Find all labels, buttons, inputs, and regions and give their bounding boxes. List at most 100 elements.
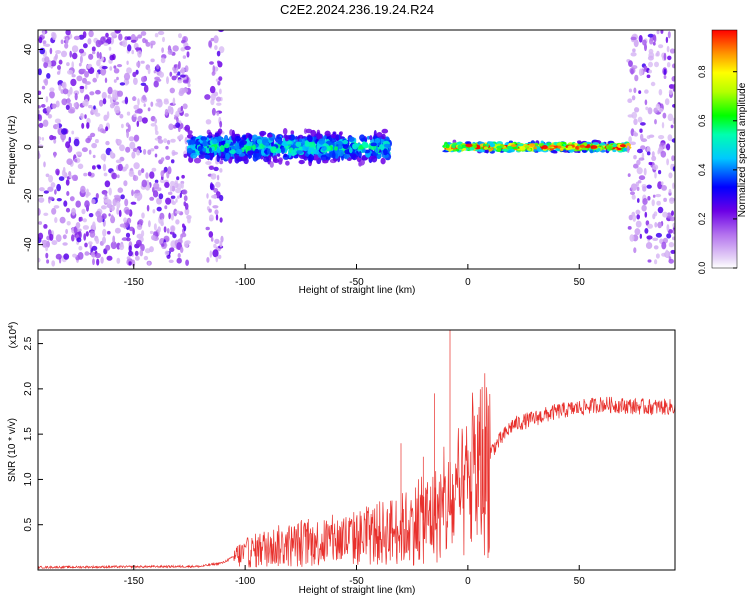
spectrogram-cell [612, 143, 618, 148]
spectrogram-cell [309, 143, 315, 148]
x-tick-label: -150 [124, 277, 144, 288]
spectrogram-cell [295, 141, 302, 148]
spectrogram-cell [198, 154, 206, 159]
spectrogram-cell [337, 149, 345, 157]
spectrogram-cell [98, 99, 104, 107]
spectrogram-cell [666, 158, 669, 166]
spectrogram-cell [81, 208, 86, 215]
spectrogram-cell [342, 139, 349, 145]
spectrogram-cell [136, 120, 140, 127]
spectrogram-cell [638, 157, 645, 161]
spectrogram-cell [322, 159, 329, 164]
spectrogram-cell [628, 88, 633, 93]
spectrogram-cell [82, 218, 88, 223]
spectrogram-cell [645, 106, 649, 111]
spectrogram-cell [107, 86, 113, 95]
spectrogram-cell [154, 145, 159, 150]
spectrogram-cell [628, 136, 632, 144]
spectrogram-cell [45, 96, 49, 103]
spectrogram-cell [114, 105, 121, 114]
spectrogram-cell [343, 153, 349, 160]
spectrogram-cell [95, 238, 100, 244]
spectrogram-cell [145, 172, 149, 179]
spectrogram-cell [99, 52, 102, 60]
spectrogram-cell [172, 233, 177, 239]
spectrogram-cell [151, 234, 156, 241]
spectrogram-cell [88, 104, 93, 109]
x-tick-label: -50 [349, 576, 364, 587]
spectrogram-cell [104, 199, 109, 203]
spectrogram-cell [172, 45, 179, 52]
snr-multiplier-exponent: 4 [8, 325, 15, 329]
spectrogram-cell [80, 185, 86, 194]
spectrogram-cell [81, 147, 88, 153]
spectrogram-cell [656, 50, 660, 57]
spectrogram-cell [552, 150, 558, 154]
y-tick-label: 0.5 [23, 517, 34, 531]
spectrogram-cell [133, 134, 140, 142]
spectrogram-cell [269, 161, 274, 168]
spectrogram-cell [154, 33, 159, 38]
spectrogram-cell [68, 108, 75, 114]
spectrogram-cell [644, 99, 648, 106]
spectrogram-cell [107, 94, 111, 99]
spectrogram-cell [92, 221, 96, 230]
spectrogram-cell [71, 61, 74, 69]
spectrogram-cell [320, 154, 328, 162]
spectrogram-cell [445, 147, 451, 151]
spectrogram-cell [61, 128, 68, 135]
spectrogram-cell [323, 135, 327, 140]
spectrogram-cell [163, 138, 168, 144]
spectrogram-cell [187, 83, 191, 88]
spectrogram-cell [657, 149, 660, 155]
x-tick-label: -100 [235, 277, 255, 288]
spectrogram-cell [51, 207, 57, 215]
spectrogram-cell [68, 171, 72, 177]
spectrogram-cell [57, 65, 61, 70]
spectrogram-cell [87, 38, 92, 45]
spectrogram-cell [102, 228, 107, 237]
spectrogram-cell [208, 214, 214, 222]
spectrogram-cell [633, 247, 637, 254]
spectrogram-cell [536, 147, 542, 152]
spectrogram-cell [146, 204, 150, 212]
spectrogram-cell [82, 31, 87, 39]
spectrogram-cell [46, 106, 51, 113]
spectrogram-cell [60, 50, 68, 58]
spectrogram-cell [663, 52, 667, 61]
spectrogram-cell [39, 187, 45, 192]
spectrogram-cell [648, 134, 655, 138]
spectrogram-cell [38, 36, 43, 44]
spectrogram-cell [217, 60, 221, 64]
spectrogram-cell [152, 190, 159, 198]
spectrogram-cell [665, 36, 669, 44]
spectrogram-cell [349, 147, 353, 154]
spectrogram-cell [51, 260, 56, 267]
spectrogram-cell [41, 104, 46, 108]
spectrogram-cell [71, 130, 75, 135]
spectrogram-cell [113, 65, 117, 69]
spectrogram-cell [648, 61, 653, 68]
spectrogram-cell [38, 152, 41, 160]
y-tick-label: 2.0 [23, 381, 34, 395]
spectrogram-cell [667, 134, 673, 142]
spectrogram-cell [666, 45, 670, 53]
spectrogram-cell [658, 44, 664, 49]
spectrogram-cell [103, 172, 108, 177]
spectrogram-cell [267, 148, 271, 155]
spectrogram-cell [126, 60, 129, 65]
spectrogram-cell [120, 194, 125, 200]
spectrogram-cell [168, 212, 171, 220]
spectrogram-cell [150, 43, 153, 49]
spectrogram-cell [38, 109, 41, 115]
spectrogram-cell [216, 111, 220, 116]
spectrogram-cell [248, 133, 253, 141]
spectrogram-cell [72, 174, 78, 181]
spectrogram-cell [169, 71, 173, 77]
spectrogram-cell [50, 60, 57, 67]
spectrogram-cell [652, 194, 656, 198]
spectrogram-cell [190, 152, 198, 159]
spectrogram-cell [62, 166, 66, 173]
spectrogram-cell [633, 155, 637, 160]
